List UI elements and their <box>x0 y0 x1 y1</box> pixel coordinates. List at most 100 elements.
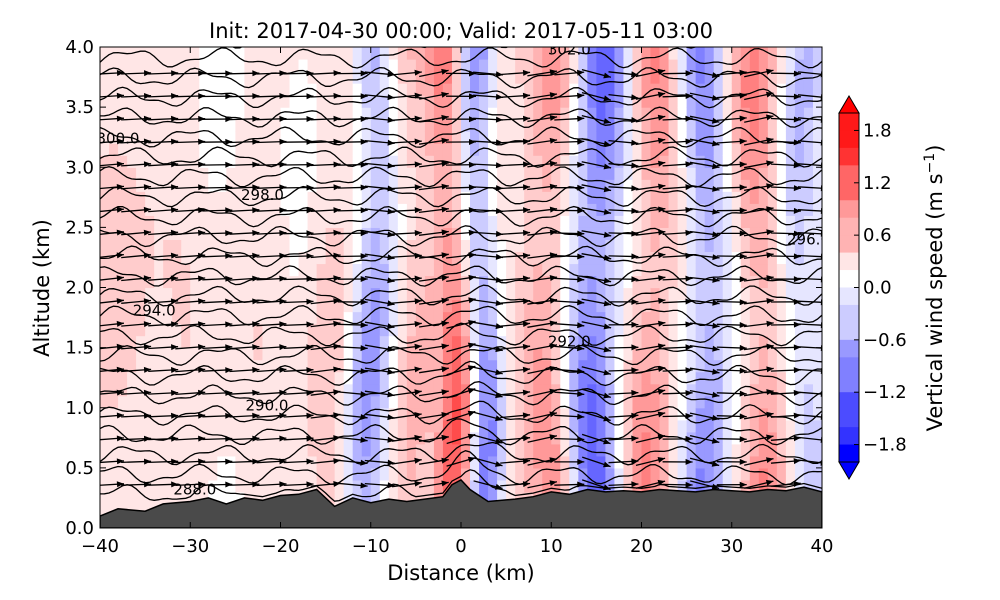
isentrope-line <box>100 322 822 347</box>
w-field-cell <box>704 395 715 409</box>
w-field-cell <box>461 107 471 120</box>
w-field-cell <box>533 131 543 144</box>
wind-arrow <box>310 138 341 145</box>
w-field-cell <box>424 119 435 132</box>
w-field-cell <box>560 167 570 180</box>
wind-arrow <box>148 481 179 488</box>
wind-arrow <box>662 70 693 77</box>
w-field-cell <box>325 383 336 397</box>
w-field-cell <box>506 251 516 265</box>
w-field-cell <box>406 71 417 84</box>
x-tick-label: −10 <box>352 536 390 557</box>
colorbar-label-close: ) <box>923 145 947 153</box>
w-field-cell <box>740 407 751 421</box>
w-field-cell <box>280 479 291 493</box>
w-field-cell <box>542 215 552 228</box>
w-field-cell <box>316 335 327 349</box>
isentrope-line <box>100 66 822 89</box>
wind-arrow <box>418 229 449 236</box>
w-field-cell <box>199 419 209 433</box>
w-field-cell <box>569 95 579 108</box>
w-field-cell <box>244 419 255 433</box>
w-field-cell <box>542 59 552 72</box>
w-field-cell <box>235 179 246 192</box>
w-field-cell <box>244 311 255 325</box>
w-field-cell <box>379 335 390 349</box>
w-field-cell <box>542 275 552 289</box>
w-field-cell <box>812 107 822 120</box>
w-field-cell <box>442 47 453 60</box>
w-field-cell <box>442 299 453 313</box>
w-field-cell <box>704 239 715 253</box>
w-field-cell <box>668 263 679 277</box>
wind-arrow <box>608 458 639 465</box>
w-field-cell <box>163 383 173 397</box>
w-field-cell <box>731 251 742 265</box>
w-field-cell <box>307 287 318 301</box>
w-field-cell <box>677 419 688 433</box>
w-field-cell <box>677 371 688 385</box>
w-field-cell <box>271 251 282 265</box>
wind-arrow <box>283 412 314 419</box>
w-field-cell <box>244 407 255 421</box>
colorbar-segment <box>839 409 859 428</box>
w-field-cell <box>614 71 625 84</box>
wind-arrow <box>527 457 558 466</box>
w-field-cell <box>803 335 814 349</box>
wind-arrow <box>716 276 747 283</box>
wind-arrow <box>202 344 233 351</box>
w-field-cell <box>713 323 724 337</box>
wind-arrow <box>689 115 720 124</box>
w-field-cell <box>388 407 399 421</box>
w-field-cell <box>208 71 218 84</box>
w-field-cell <box>695 107 706 120</box>
w-field-cell <box>686 119 697 132</box>
w-field-cell <box>379 431 390 445</box>
w-field-cell <box>470 155 480 168</box>
w-field-cell <box>226 395 236 409</box>
w-field-cell <box>614 263 625 277</box>
w-field-cell <box>298 479 309 493</box>
wind-arrow <box>391 184 422 191</box>
w-field-cell <box>136 311 146 325</box>
wind-arrow <box>500 92 531 99</box>
w-field-cell <box>488 419 498 433</box>
w-field-cell <box>424 131 435 144</box>
w-field-cell <box>623 143 634 156</box>
w-field-cell <box>352 275 363 289</box>
w-field-cell <box>479 383 489 397</box>
w-field-cell <box>650 467 661 481</box>
w-field-cell <box>803 203 814 216</box>
w-field-cell <box>388 167 399 180</box>
w-field-cell <box>488 107 498 120</box>
w-field-cell <box>235 59 246 72</box>
w-field-cell <box>740 179 751 192</box>
wind-arrow <box>581 298 612 307</box>
w-field-cell <box>677 359 688 373</box>
w-field-cell <box>749 347 760 361</box>
w-field-cell <box>470 119 480 132</box>
w-field-cell <box>190 191 200 204</box>
w-field-cell <box>740 395 751 409</box>
wind-arrow <box>662 435 693 442</box>
wind-arrow <box>500 252 531 259</box>
w-field-cell <box>524 371 534 385</box>
w-field-cell <box>623 323 634 337</box>
wind-arrow <box>662 138 693 145</box>
wind-arrow <box>364 253 395 261</box>
wind-arrow <box>283 481 314 488</box>
w-field-cell <box>560 143 570 156</box>
w-field-cell <box>172 275 182 289</box>
w-field-cell <box>154 335 164 349</box>
colorbar-segment <box>839 444 859 463</box>
w-field-cell <box>244 359 255 373</box>
wind-arrow <box>500 69 531 76</box>
w-field-cell <box>235 371 246 385</box>
w-field-cell <box>109 143 119 156</box>
wind-arrow <box>121 161 152 168</box>
wind-arrow <box>446 320 476 329</box>
w-field-cell <box>316 239 327 253</box>
w-field-cell <box>307 239 318 253</box>
w-field-cell <box>343 419 354 433</box>
w-field-cell <box>406 107 417 120</box>
